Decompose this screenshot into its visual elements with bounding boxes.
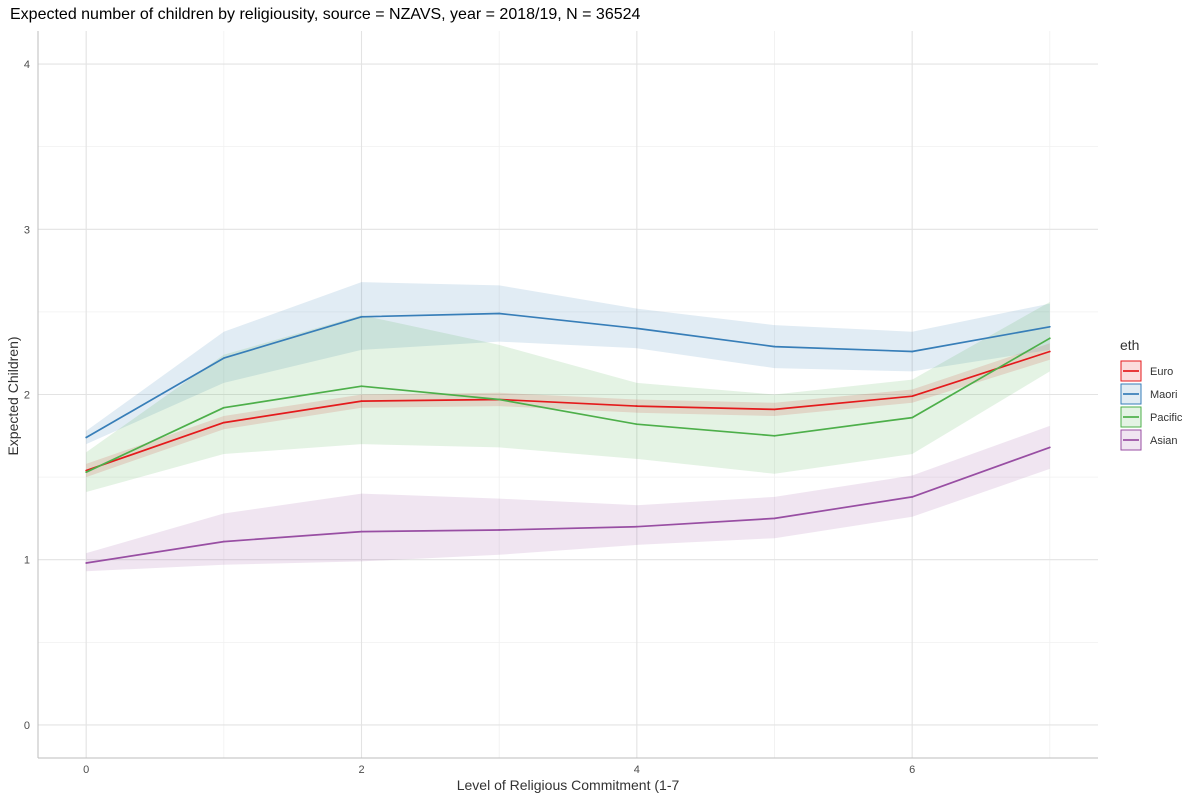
data-point-pacific — [85, 471, 88, 474]
data-point-pacific — [498, 398, 501, 401]
chart-title: Expected number of children by religious… — [10, 6, 641, 23]
data-point-maori — [222, 357, 225, 360]
data-point-pacific — [1048, 337, 1051, 340]
y-tick-label: 4 — [24, 59, 30, 71]
x-tick-label: 6 — [909, 764, 915, 776]
x-tick-label: 0 — [83, 764, 89, 776]
legend-title: eth — [1120, 337, 1139, 353]
data-point-maori — [635, 327, 638, 330]
data-point-euro — [773, 408, 776, 411]
legend-label-asian: Asian — [1150, 435, 1178, 447]
y-tick-label: 3 — [24, 224, 30, 236]
x-axis-title: Level of Religious Commitment (1-7 — [457, 777, 680, 793]
series-line-asian — [86, 446, 1051, 564]
data-point-pacific — [222, 406, 225, 409]
data-point-maori — [773, 345, 776, 348]
axes — [37, 31, 1098, 759]
data-point-asian — [85, 562, 88, 564]
data-point-asian — [498, 529, 501, 531]
data-point-asian — [222, 540, 225, 543]
legend-label-pacific: Pacific — [1150, 412, 1183, 424]
confidence-band-maori — [86, 282, 1050, 445]
data-point-maori — [1048, 325, 1051, 328]
x-tick-label: 2 — [358, 764, 364, 776]
data-point-pacific — [911, 416, 914, 419]
legend: eth Euro Maori Pacific Asian — [1120, 337, 1183, 451]
series-line-pacific — [85, 337, 1051, 473]
x-tick-label: 4 — [634, 764, 640, 776]
y-tick-label: 2 — [24, 390, 30, 402]
data-point-euro — [360, 400, 363, 403]
data-point-asian — [773, 517, 776, 520]
data-point-asian — [911, 496, 914, 498]
grid-lines — [38, 31, 1098, 758]
y-tick-label: 1 — [24, 555, 30, 567]
y-tick-label: 0 — [24, 720, 30, 732]
series-lines — [85, 312, 1051, 564]
data-point-asian — [635, 525, 638, 528]
data-point-maori — [360, 315, 363, 318]
data-point-pacific — [360, 385, 363, 388]
legend-label-euro: Euro — [1150, 366, 1173, 378]
legend-label-maori: Maori — [1150, 389, 1178, 401]
confidence-band-euro — [86, 343, 1050, 478]
y-axis-title: Expected Children) — [5, 336, 21, 455]
series-line-euro — [85, 350, 1051, 472]
data-point-euro — [85, 469, 88, 472]
data-point-euro — [911, 395, 914, 398]
tick-labels: 0 2 4 6 0 1 2 3 4 — [24, 59, 915, 776]
data-point-pacific — [635, 423, 638, 426]
data-point-maori — [85, 436, 88, 439]
series-line-maori — [85, 312, 1050, 439]
data-point-pacific — [773, 434, 776, 437]
data-point-maori — [498, 312, 501, 315]
confidence-band-pacific — [86, 302, 1050, 492]
data-point-asian — [1048, 446, 1051, 449]
data-point-asian — [360, 530, 363, 533]
data-point-euro — [1048, 350, 1051, 353]
data-point-maori — [911, 350, 914, 353]
data-point-euro — [222, 421, 225, 424]
data-point-euro — [635, 405, 638, 407]
